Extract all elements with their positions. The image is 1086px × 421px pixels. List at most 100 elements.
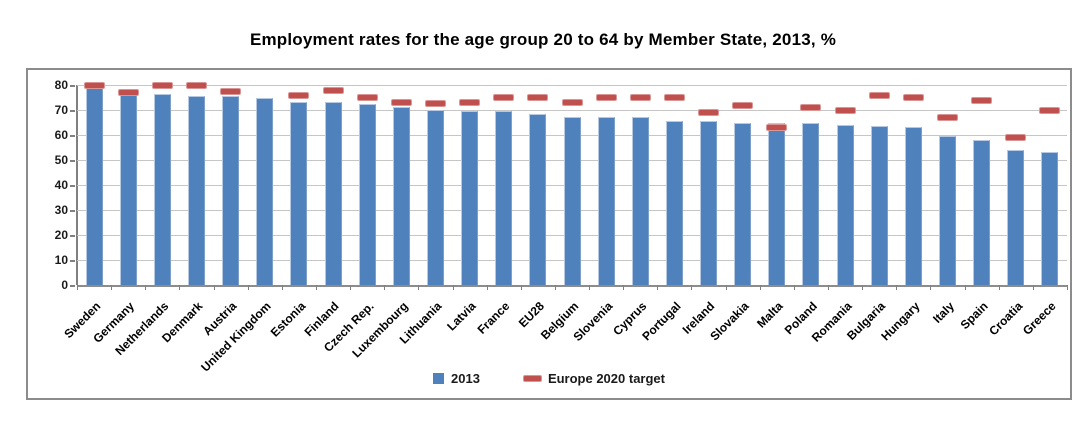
x-axis-tick <box>554 285 556 290</box>
bar-croatia <box>1007 150 1025 285</box>
x-axis-tick <box>589 285 591 290</box>
bar-eu28 <box>529 114 547 285</box>
y-tick-label: 40 <box>54 178 68 192</box>
x-axis-tick <box>247 285 249 290</box>
target-dash-sweden <box>84 82 104 88</box>
x-axis-tick <box>725 285 727 290</box>
target-dash-estonia <box>289 92 309 98</box>
bar-poland <box>802 122 820 285</box>
target-dash-italy <box>938 115 958 120</box>
x-axis-tick <box>828 285 830 290</box>
bar-italy <box>939 135 957 285</box>
target-dash-latvia <box>460 100 480 105</box>
bar-austria <box>222 96 240 285</box>
x-axis-tick <box>623 285 625 290</box>
target-dash-germany <box>118 90 138 95</box>
x-axis-tick <box>281 285 283 290</box>
y-tick-label: 80 <box>54 78 68 92</box>
bar-hungary <box>904 127 922 285</box>
x-axis-line <box>77 285 1067 287</box>
bar-lithuania <box>426 110 444 285</box>
target-dash-romania <box>835 107 855 113</box>
bar-belgium <box>563 117 581 285</box>
bar-slovakia <box>734 122 752 285</box>
x-axis-tick <box>691 285 693 290</box>
bar-spain <box>973 139 991 285</box>
bar-ireland <box>700 121 718 285</box>
target-dash-luxembourg <box>391 100 411 105</box>
y-axis-tick <box>70 260 75 262</box>
target-dash-austria <box>221 88 241 94</box>
bar-latvia <box>461 110 479 285</box>
target-dash-slovakia <box>733 102 753 108</box>
x-tick-label: Greece <box>1020 299 1059 338</box>
target-dash-greece <box>1040 107 1060 113</box>
x-axis-tick <box>315 285 317 290</box>
chart-title: Employment rates for the age group 20 to… <box>249 30 837 49</box>
y-tick-label: 70 <box>54 103 68 117</box>
x-axis-tick <box>520 285 522 290</box>
legend-label: Europe 2020 target <box>547 371 665 386</box>
x-axis-tick <box>145 285 147 290</box>
target-dash-cyprus <box>630 95 650 100</box>
target-dash-portugal <box>664 95 684 100</box>
target-dash-slovenia <box>596 95 616 100</box>
x-axis-tick <box>384 285 386 290</box>
y-axis-tick <box>70 160 75 162</box>
target-dash-czech-rep- <box>357 95 377 100</box>
bar-sweden <box>85 85 103 285</box>
bar-cyprus <box>631 117 649 285</box>
x-axis-tick <box>350 285 352 290</box>
x-tick-label: Croatia <box>985 299 1025 339</box>
x-axis-tick <box>486 285 488 290</box>
y-tick-label: 0 <box>61 278 68 292</box>
bar-united-kingdom <box>256 97 274 285</box>
y-tick-label: 60 <box>54 128 68 142</box>
x-axis-tick <box>930 285 932 290</box>
bar-czech-rep- <box>358 103 376 285</box>
x-axis-tick <box>896 285 898 290</box>
y-axis-tick <box>70 85 75 87</box>
y-tick-label: 30 <box>54 203 68 217</box>
target-dash-france <box>494 95 514 100</box>
bar-malta <box>768 122 786 285</box>
target-dash-finland <box>323 87 343 93</box>
x-axis-tick <box>77 285 78 290</box>
x-tick-label: Italy <box>929 299 957 326</box>
bar-greece <box>1041 152 1059 285</box>
x-axis-tick <box>1032 285 1034 290</box>
x-axis-tick <box>964 285 966 290</box>
target-dash-poland <box>801 105 821 110</box>
x-axis-tick <box>793 285 795 290</box>
y-axis-tick <box>70 210 75 212</box>
x-tick-label: Estonia <box>267 299 308 340</box>
target-dash-belgium <box>562 99 582 105</box>
target-dash-hungary <box>903 95 923 100</box>
bar-bulgaria <box>870 126 888 285</box>
target-dash-lithuania <box>425 100 445 106</box>
x-axis-tick <box>179 285 181 290</box>
y-axis-tick <box>70 285 75 287</box>
y-axis-tick <box>70 135 75 137</box>
x-axis-tick <box>759 285 761 290</box>
bar-luxembourg <box>392 107 410 285</box>
x-tick-label: France <box>475 299 513 337</box>
x-axis-tick <box>1067 285 1068 290</box>
bar-estonia <box>290 101 308 285</box>
bar-portugal <box>665 121 683 285</box>
y-axis-tick <box>70 110 75 112</box>
x-axis-tick <box>213 285 215 290</box>
legend-label: 2013 <box>451 371 480 386</box>
plot-area: Sweden Germany Netherlands Denmark Austria Un… <box>55 78 1068 374</box>
x-axis-tick <box>418 285 420 290</box>
legend-swatch-dash-icon <box>523 376 541 381</box>
legend: 2013 Europe 2020 target <box>28 371 1070 386</box>
bar-netherlands <box>153 93 171 285</box>
x-axis-tick <box>657 285 659 290</box>
bar-slovenia <box>597 117 615 285</box>
y-axis-tick <box>70 235 75 237</box>
target-dash-malta <box>767 125 787 131</box>
bar-romania <box>836 125 854 285</box>
target-dash-ireland <box>699 110 719 115</box>
